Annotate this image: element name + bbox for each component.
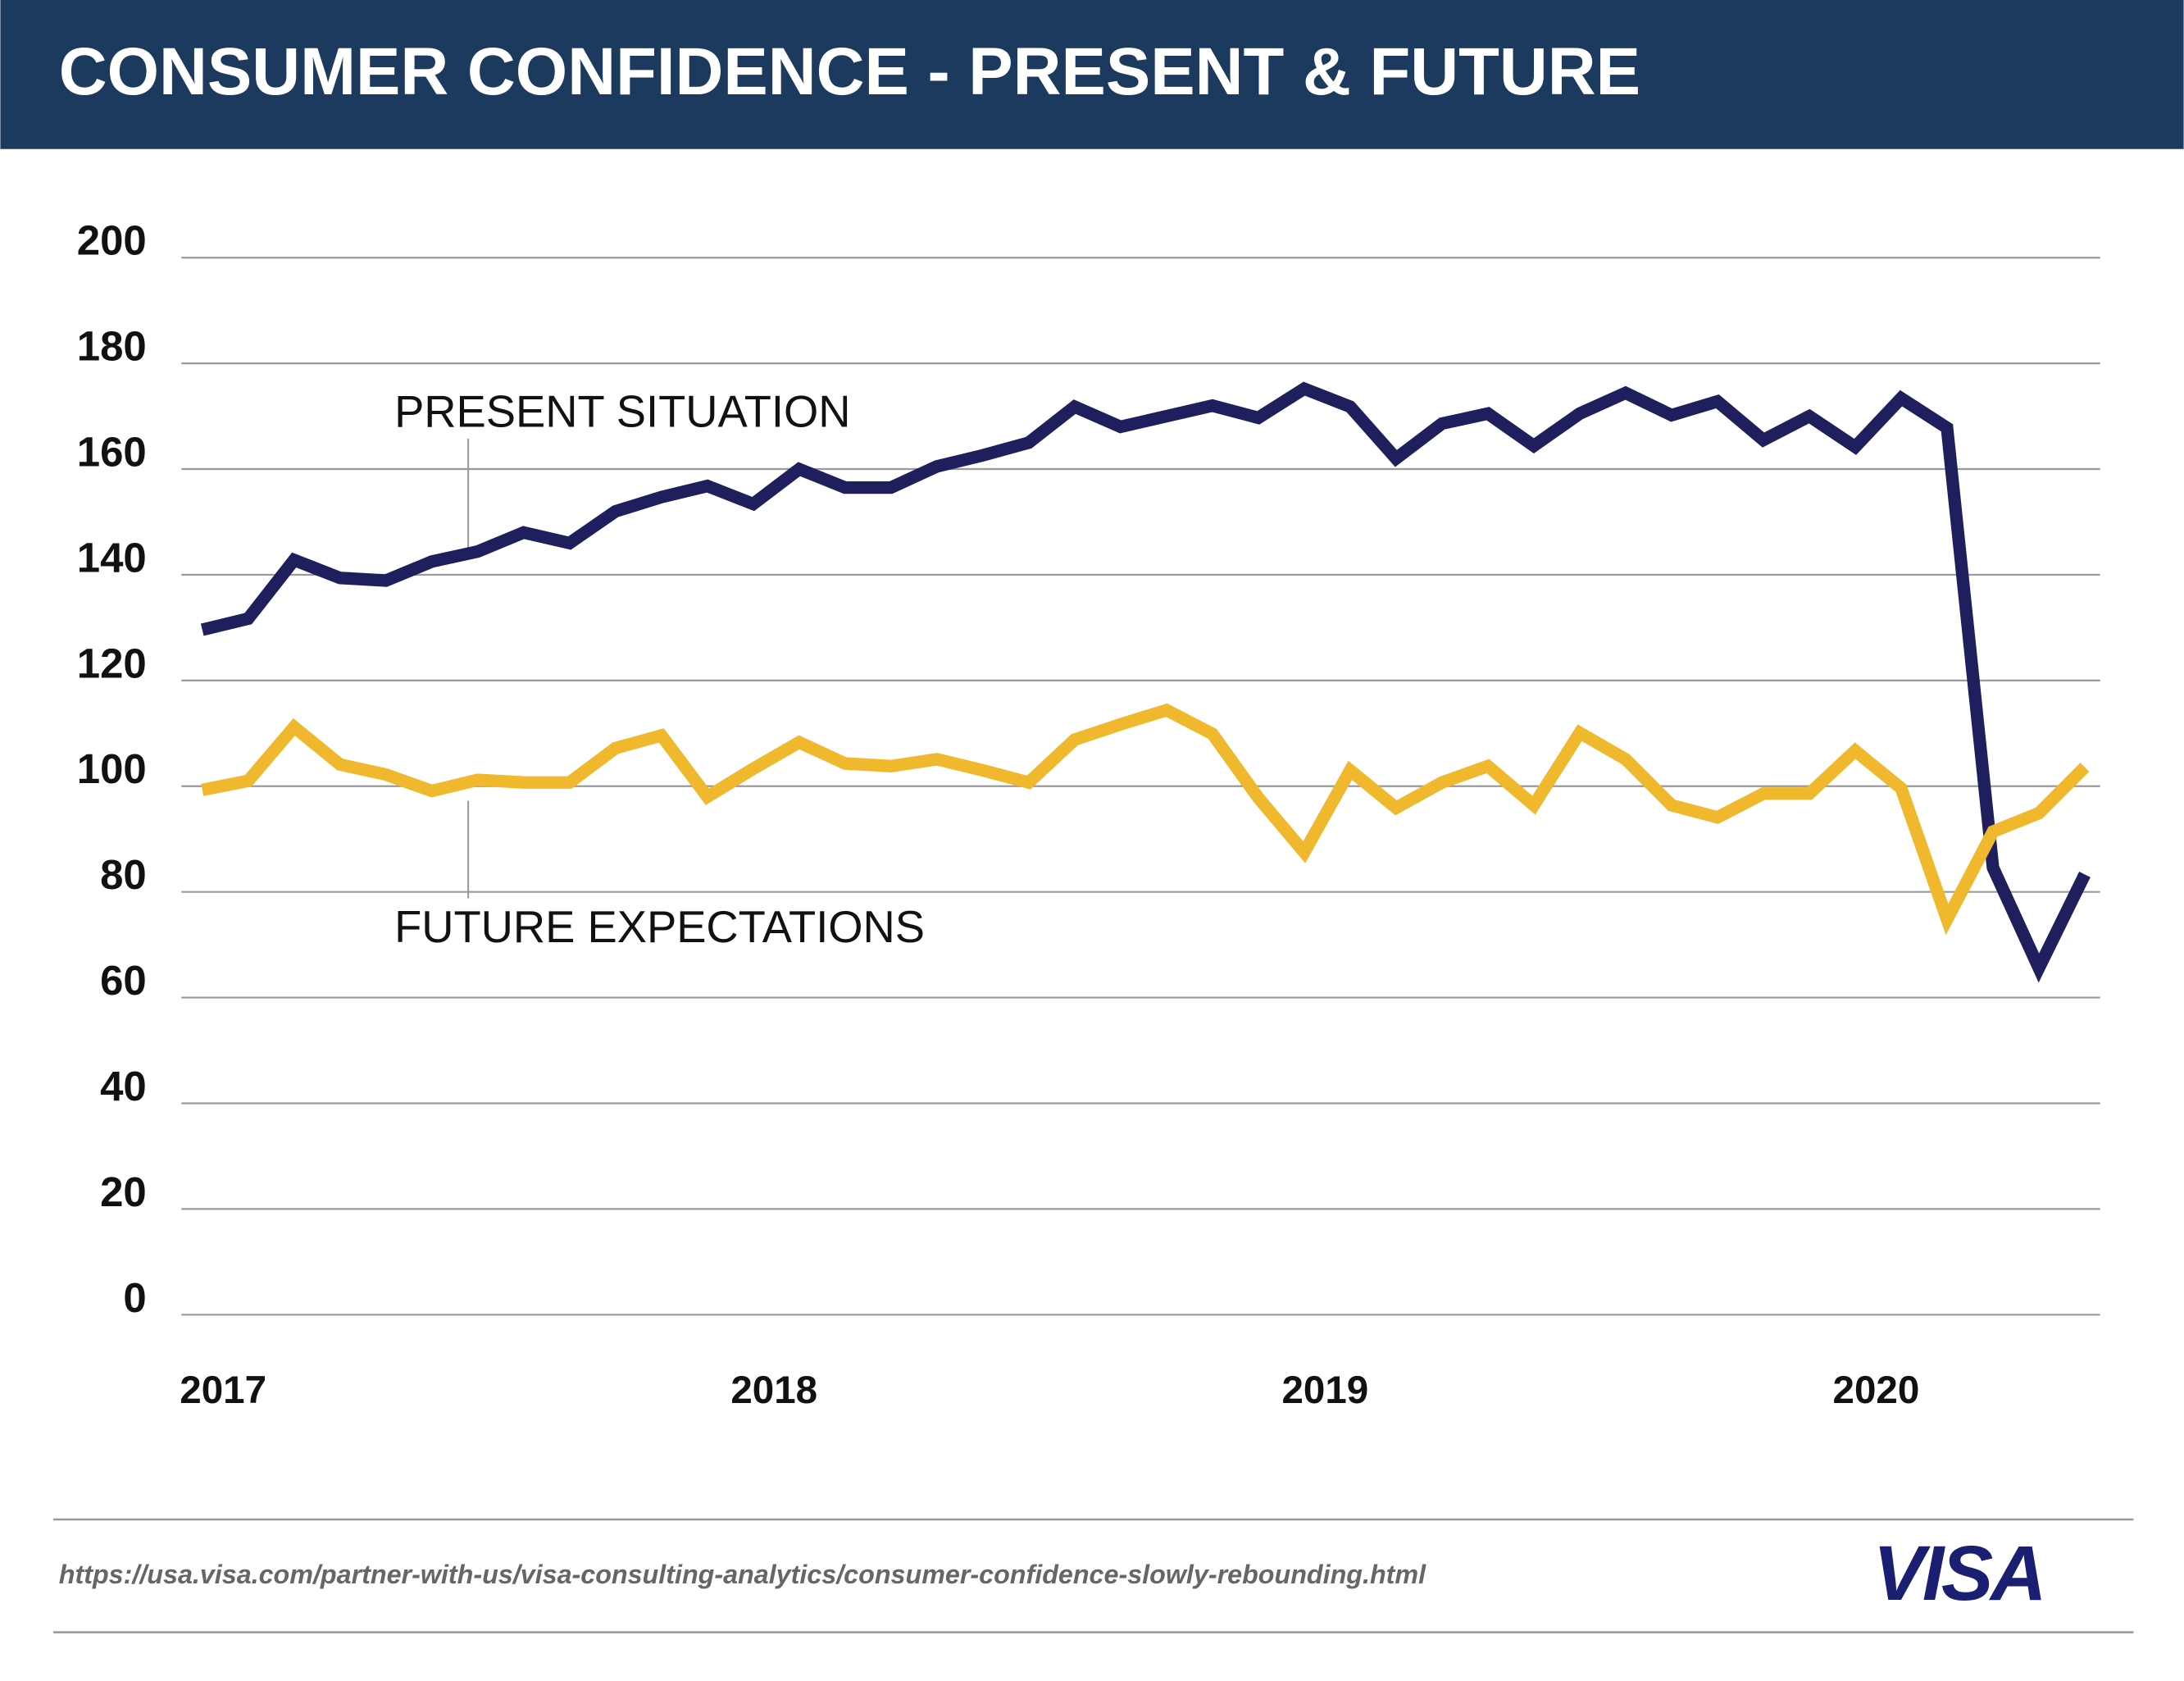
x-tick-label: 2018 bbox=[730, 1369, 817, 1412]
y-tick-label: 20 bbox=[100, 1168, 147, 1215]
series-label: PRESENT SITUATION bbox=[394, 386, 850, 436]
y-tick-label: 80 bbox=[100, 851, 147, 898]
chart-title: CONSUMER CONFIDENCE - PRESENT & FUTURE bbox=[59, 34, 1640, 109]
source-url: https://usa.visa.com/partner-with-us/vis… bbox=[59, 1560, 1426, 1589]
y-tick-label: 100 bbox=[77, 745, 147, 792]
x-tick-label: 2020 bbox=[1833, 1369, 1920, 1412]
y-tick-label: 200 bbox=[77, 217, 147, 264]
y-tick-label: 120 bbox=[77, 640, 147, 686]
y-tick-label: 180 bbox=[77, 323, 147, 370]
series-line bbox=[201, 703, 2090, 936]
x-tick-label: 2019 bbox=[1281, 1369, 1368, 1412]
x-tick-label: 2017 bbox=[180, 1369, 266, 1412]
header-bar bbox=[0, 0, 2184, 149]
y-tick-label: 40 bbox=[100, 1063, 147, 1109]
y-tick-label: 160 bbox=[77, 428, 147, 475]
visa-logo: VISA bbox=[1873, 1530, 2044, 1617]
y-tick-label: 0 bbox=[123, 1274, 146, 1321]
y-tick-label: 60 bbox=[100, 957, 147, 1004]
series-line bbox=[200, 381, 2091, 983]
y-tick-label: 140 bbox=[77, 534, 147, 581]
series-label: FUTURE EXPECTATIONS bbox=[394, 902, 925, 952]
